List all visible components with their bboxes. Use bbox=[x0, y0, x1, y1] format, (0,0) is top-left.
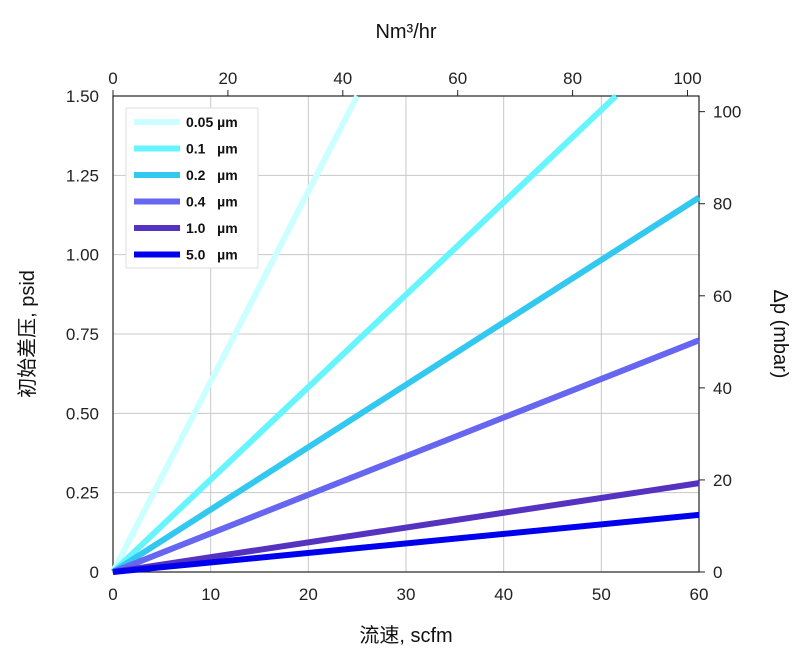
y2-tick-label: 80 bbox=[713, 195, 732, 214]
series-line bbox=[110, 93, 619, 575]
x2-tick-label: 80 bbox=[563, 69, 582, 88]
legend-label: 0.2 µm bbox=[186, 167, 238, 183]
y2-tick-label: 40 bbox=[713, 379, 732, 398]
y2-tick-label: 100 bbox=[713, 103, 741, 122]
legend-box bbox=[125, 107, 259, 269]
y-tick-label: 1.50 bbox=[66, 87, 99, 106]
y-tick-label: 1.25 bbox=[66, 166, 99, 185]
legend-label: 5.0 µm bbox=[186, 247, 238, 263]
series-line bbox=[110, 94, 360, 574]
plot-frame bbox=[112, 95, 700, 573]
x2-tick-label: 20 bbox=[218, 69, 237, 88]
y-axis-title: 初始差压, psid bbox=[16, 270, 39, 398]
y2-tick-label: 20 bbox=[713, 471, 732, 490]
x2-tick-label: 100 bbox=[673, 69, 701, 88]
y-tick-label: 0 bbox=[90, 563, 99, 582]
y-tick-label: 1.00 bbox=[66, 246, 99, 265]
legend-label: 0.05 µm bbox=[186, 114, 238, 130]
x2-tick-label: 60 bbox=[448, 69, 467, 88]
series-line bbox=[111, 337, 701, 575]
legend: 0.05 µm 0.1 µm 0.2 µm 0.4 µm 1.0 µm 5.0 µm bbox=[125, 107, 259, 269]
x-tick-label: 40 bbox=[494, 585, 513, 604]
x2-tick-label: 0 bbox=[108, 69, 117, 88]
y-tick-label: 0.25 bbox=[66, 484, 99, 503]
x-tick-label: 50 bbox=[592, 585, 611, 604]
x-tick-label: 60 bbox=[690, 585, 709, 604]
legend-label: 1.0 µm bbox=[186, 220, 238, 236]
x-tick-label: 20 bbox=[299, 585, 318, 604]
y-tick-label: 0.50 bbox=[66, 404, 99, 423]
x-axis-title: 流速, scfm bbox=[359, 624, 452, 647]
x-tick-label: 30 bbox=[397, 585, 416, 604]
y2-tick-label: 0 bbox=[713, 563, 722, 582]
series-lines bbox=[110, 93, 701, 575]
series-line bbox=[112, 480, 700, 575]
y-tick-label: 0.75 bbox=[66, 325, 99, 344]
y2-tick-label: 60 bbox=[713, 287, 732, 306]
legend-label: 0.4 µm bbox=[186, 194, 238, 210]
x2-tick-label: 40 bbox=[333, 69, 352, 88]
x-tick-label: 0 bbox=[108, 585, 117, 604]
series-line bbox=[111, 195, 701, 575]
y2-axis-title: Δp (mbar) bbox=[769, 290, 791, 379]
series-line bbox=[112, 511, 700, 575]
x2-axis-title: Nm³/hr bbox=[375, 21, 436, 43]
legend-label: 0.1 µm bbox=[186, 141, 238, 157]
x-tick-label: 10 bbox=[201, 585, 220, 604]
